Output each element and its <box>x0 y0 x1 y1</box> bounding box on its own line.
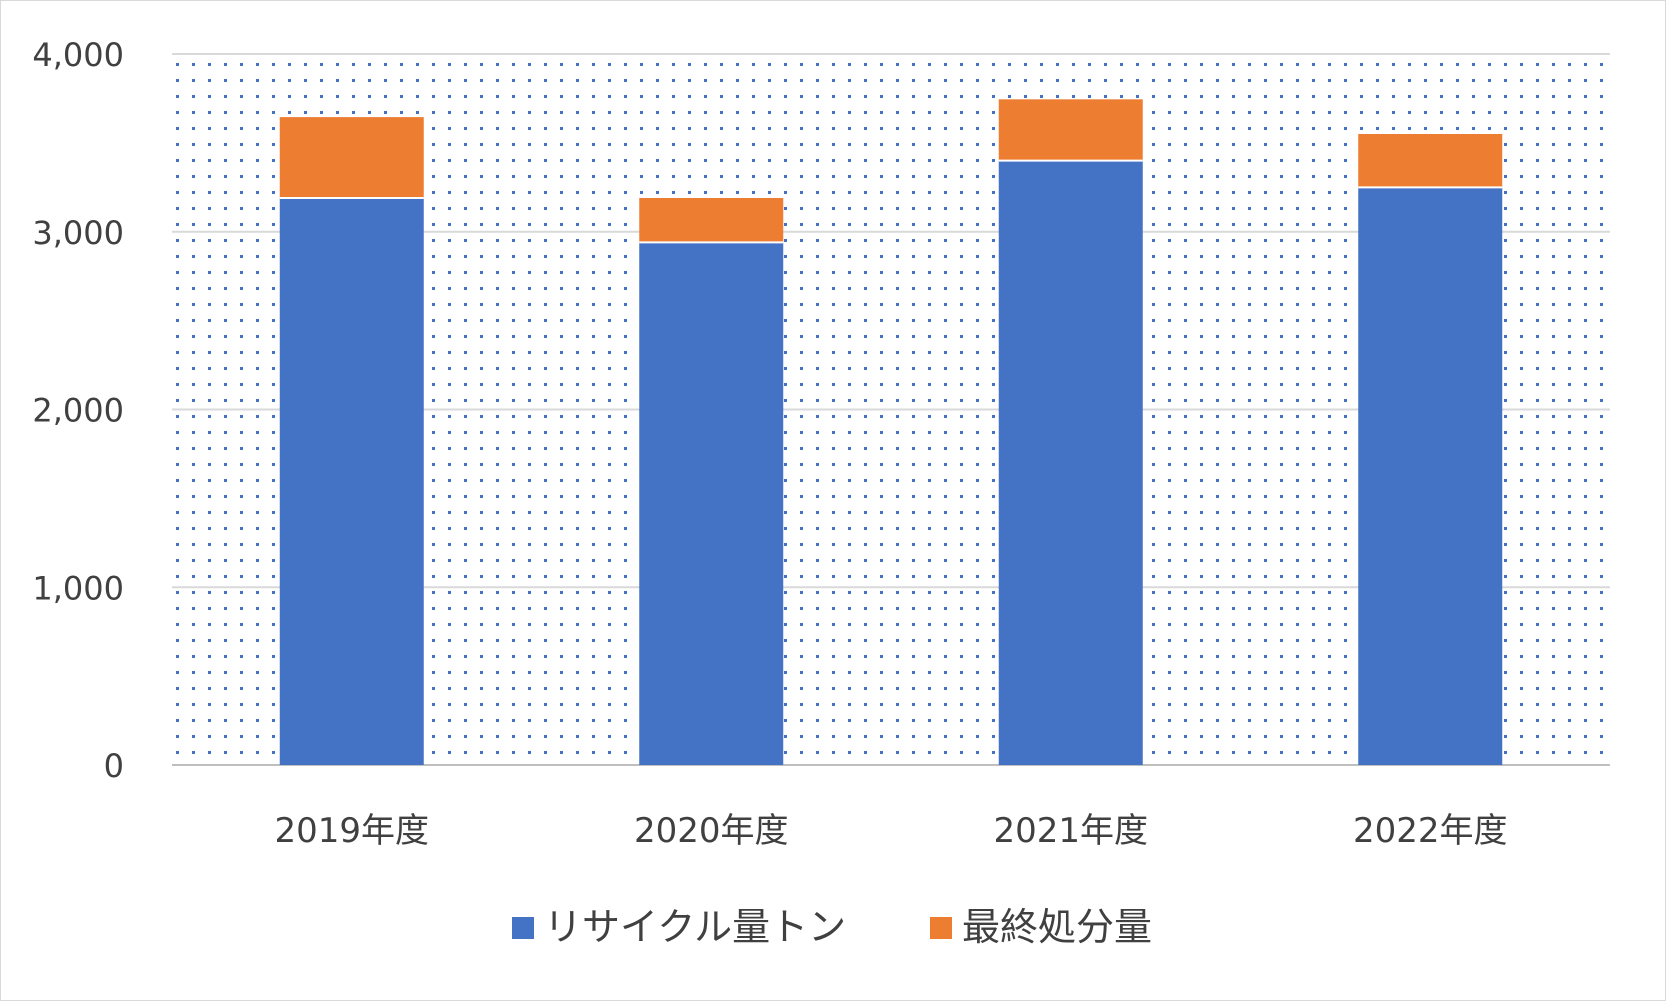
legend-label: リサイクル量トン <box>544 905 846 949</box>
bar-recycle-3 <box>1358 187 1503 765</box>
y-tick-label: 4,000 <box>32 36 124 74</box>
bar-disposal-3 <box>1358 133 1503 188</box>
bar-disposal-1 <box>639 197 784 243</box>
x-tick-label: 2019年度 <box>274 811 429 851</box>
legend-swatch <box>930 917 952 939</box>
bar-recycle-1 <box>639 242 784 766</box>
legend-swatch <box>512 917 534 939</box>
bar-recycle-0 <box>279 197 424 766</box>
x-tick-label: 2022年度 <box>1353 811 1508 851</box>
bar-disposal-2 <box>998 99 1143 161</box>
y-tick-label: 3,000 <box>32 214 124 252</box>
y-tick-label: 0 <box>104 747 124 785</box>
y-tick-label: 1,000 <box>32 569 124 607</box>
bar-disposal-0 <box>279 117 424 198</box>
legend-label: 最終処分量 <box>962 905 1152 949</box>
bar-recycle-2 <box>998 160 1143 765</box>
y-tick-label: 2,000 <box>32 392 124 430</box>
x-tick-label: 2021年度 <box>993 811 1148 851</box>
x-tick-label: 2020年度 <box>634 811 789 851</box>
